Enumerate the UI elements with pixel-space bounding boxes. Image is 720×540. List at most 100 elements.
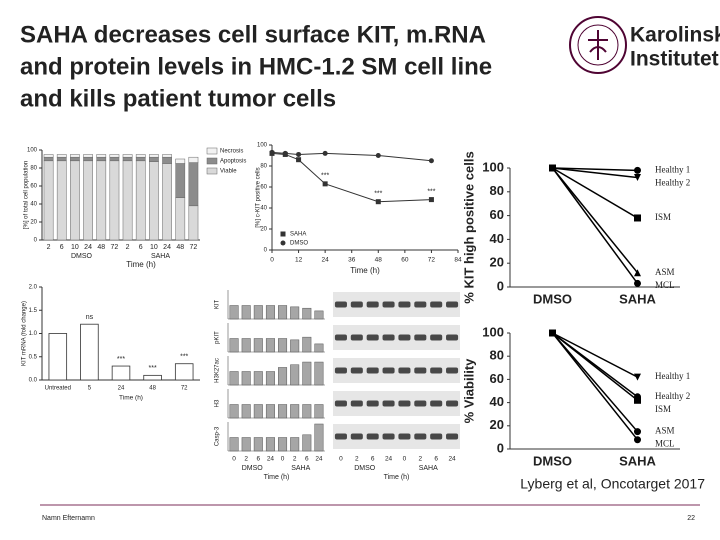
legend-label: Necrosis	[220, 149, 243, 155]
marker	[375, 153, 381, 158]
blot-band	[414, 400, 427, 407]
x-tick-label: 6	[139, 244, 143, 251]
x-tick-label: 5	[88, 386, 92, 392]
bar-segment	[175, 158, 186, 164]
blot-band	[414, 433, 427, 440]
blot-band	[446, 301, 459, 308]
bar	[174, 363, 194, 381]
bar-segment	[109, 160, 120, 241]
x-tick-label: 6	[257, 456, 261, 463]
x-tick-label: 0	[281, 456, 285, 463]
bar-segment	[162, 163, 172, 241]
blot-band	[430, 433, 443, 440]
blot-band	[430, 334, 443, 341]
bar-segment	[188, 162, 199, 207]
bar	[48, 333, 68, 381]
blot-band	[350, 367, 363, 374]
x-tick-label: 84	[454, 257, 462, 264]
legend-label: DMSO	[290, 241, 308, 247]
blot-band	[382, 400, 395, 407]
x-tick-label: 72	[190, 244, 198, 251]
x-tick-label: 0	[270, 257, 274, 264]
y-tick-label: 0	[34, 238, 38, 244]
x-tick-label: DMSO	[533, 291, 572, 306]
marker	[549, 329, 556, 337]
logo-seal	[569, 16, 627, 74]
row-label: Casp-3	[215, 426, 221, 446]
bar	[302, 336, 312, 353]
y-tick-label: 20	[490, 255, 504, 270]
x-tick-label: 24	[84, 244, 92, 251]
bar-segment	[70, 156, 80, 162]
blot-band	[446, 367, 459, 374]
bar	[278, 367, 288, 386]
blot-band	[334, 400, 347, 407]
bar	[241, 371, 251, 386]
y-tick-label: 0	[264, 248, 268, 254]
page-number: 22	[687, 515, 695, 522]
series-line	[551, 167, 639, 284]
bar-segment	[149, 161, 159, 241]
bar-segment	[43, 156, 54, 162]
x-tick-label: 10	[150, 244, 158, 251]
y-tick-label: 20	[490, 417, 504, 432]
bar-segment	[83, 154, 93, 158]
x-tick-label: 24	[315, 456, 323, 463]
x-tick-label: 2	[47, 244, 51, 251]
marker	[634, 436, 641, 444]
x-tick-label: 24	[448, 456, 456, 463]
y-tick-label: 40	[490, 394, 504, 409]
blot-band	[446, 400, 459, 407]
x-tick-label: 48	[97, 244, 105, 251]
annotation: ***	[117, 356, 125, 363]
series-label: Healthy 1	[655, 371, 690, 381]
y-tick-label: 40	[490, 231, 504, 246]
series-line	[551, 332, 639, 441]
marker	[634, 428, 641, 436]
bar	[290, 364, 300, 386]
bar	[229, 338, 239, 353]
series-label: ISM	[655, 404, 671, 414]
bar	[143, 374, 162, 381]
y-tick-label: 60	[30, 184, 37, 190]
series-line	[552, 167, 638, 172]
blot-band	[398, 334, 411, 341]
bar	[241, 437, 251, 452]
bar-segment	[149, 156, 159, 162]
series-label: Healthy 1	[655, 164, 690, 174]
bar-segment	[43, 160, 54, 241]
logo-text: Institutet	[630, 48, 719, 71]
bar	[265, 305, 275, 320]
x-axis-label: Time (h)	[384, 474, 410, 481]
x-tick-label: 24	[118, 386, 125, 392]
blot-band	[414, 301, 427, 308]
marker	[269, 149, 275, 155]
bar	[241, 404, 251, 419]
marker	[634, 174, 641, 182]
blot-band	[446, 334, 459, 341]
y-tick-label: 40	[260, 206, 267, 212]
x-tick-label: 2	[293, 456, 297, 463]
x-tick-label: DMSO	[533, 453, 572, 468]
blot-band	[382, 301, 395, 308]
y-tick-label: 40	[30, 202, 37, 208]
x-tick-label: SAHA	[619, 291, 656, 306]
bar	[290, 306, 300, 320]
bar-segment	[162, 156, 172, 164]
bar-segment	[188, 205, 199, 241]
series-line	[552, 167, 638, 179]
group-label: DMSO	[354, 465, 376, 472]
bar	[302, 307, 312, 320]
bar	[278, 404, 288, 419]
blot-band	[398, 367, 411, 374]
bar	[314, 404, 324, 419]
bar	[278, 305, 288, 320]
blot-band	[350, 400, 363, 407]
bar	[265, 371, 275, 386]
x-tick-label: 72	[428, 257, 436, 264]
group-label: DMSO	[71, 253, 93, 260]
bar	[278, 338, 288, 353]
x-tick-label: Untreated	[45, 386, 71, 392]
blot-band	[382, 433, 395, 440]
